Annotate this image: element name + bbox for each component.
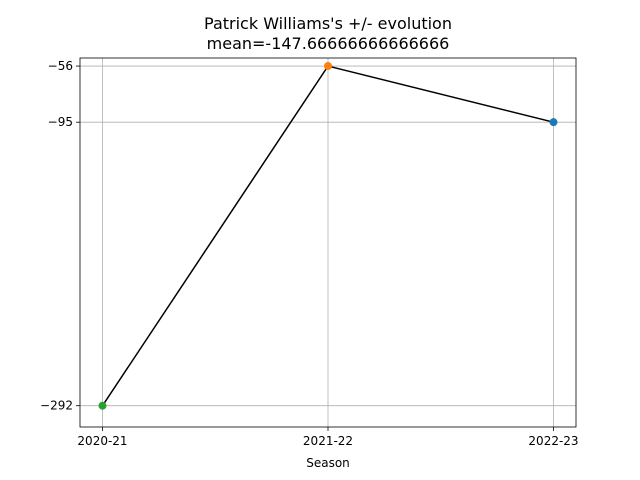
grid [80, 58, 576, 427]
y-tick-label: −56 [48, 59, 73, 73]
data-point [324, 62, 332, 71]
x-tick-label: 2022-23 [528, 434, 578, 448]
y-tick-label: −95 [48, 115, 73, 129]
series [98, 62, 558, 410]
x-tick-label: 2020-21 [77, 434, 127, 448]
chart-title: Patrick Williams's +/- evolution [204, 14, 452, 33]
data-point [98, 401, 107, 410]
y-tick-label: −292 [40, 399, 73, 413]
axis-ticks: 2020-21 2021-22 2022-23 −292 −95 −56 [40, 59, 579, 448]
chart-subtitle: mean=-147.66666666666666 [207, 34, 450, 53]
plot-frame [79, 57, 577, 428]
x-axis-label: Season [306, 456, 350, 470]
x-tick-label: 2021-22 [303, 434, 353, 448]
data-point [549, 118, 558, 127]
